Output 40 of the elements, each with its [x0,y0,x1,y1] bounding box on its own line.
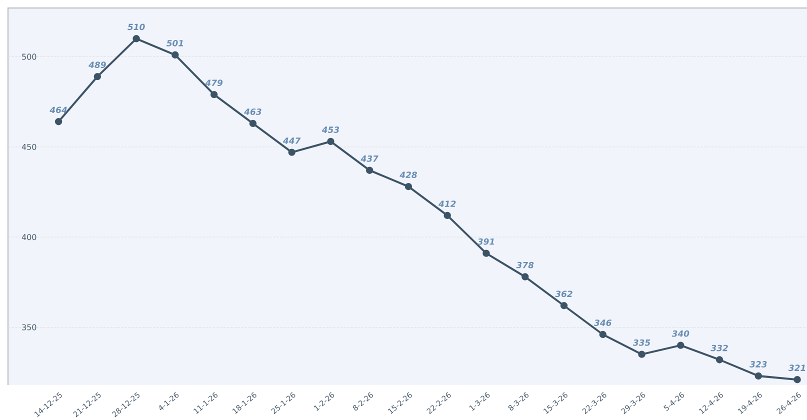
point [172,51,179,58]
data-label: 340 [672,330,690,337]
point [210,90,218,98]
data-label: 323 [750,361,767,368]
data-label: 346 [594,320,612,326]
point [327,138,334,146]
data-label: 510 [128,24,145,30]
data-label: 501 [166,40,184,46]
point [716,356,724,364]
data-label: 321 [788,364,806,372]
data-label: 489 [88,62,106,68]
point [288,148,296,156]
data-label: 332 [710,344,728,352]
data-label: 391 [477,238,494,245]
point [249,120,257,128]
data-label: 463 [244,108,262,115]
point [754,372,762,380]
point [132,35,140,42]
data-label: 437 [360,155,378,162]
data-label: 335 [632,339,650,346]
data-label: 464 [50,106,67,114]
data-label: 412 [438,200,456,207]
data-label: 479 [205,80,223,86]
data-label: 428 [400,172,418,178]
data-label: 447 [282,138,301,144]
point [677,342,684,349]
point [482,250,490,257]
point [366,166,374,174]
data-label: 362 [555,290,572,298]
point [522,273,529,280]
point [638,350,646,358]
point [404,182,412,190]
point [444,212,451,220]
point [94,72,102,80]
point [54,118,62,126]
data-label: 378 [516,262,534,268]
data-label: 453 [322,126,340,133]
point [599,330,606,338]
point [560,302,568,310]
point [794,376,801,384]
